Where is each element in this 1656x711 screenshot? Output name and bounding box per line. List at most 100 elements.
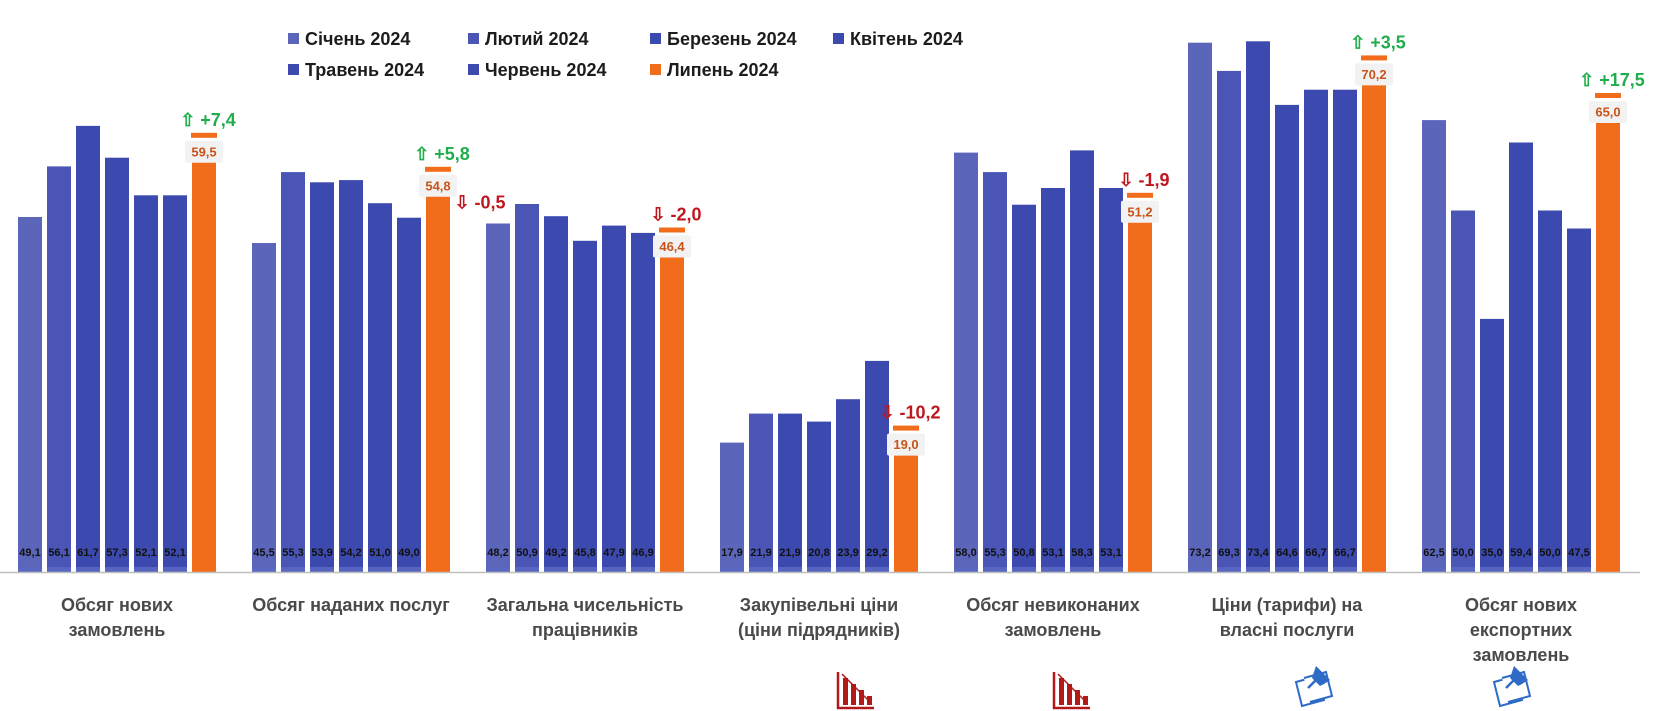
latest-value-badge — [1589, 101, 1627, 123]
bar-5-1 — [954, 152, 978, 572]
legend-swatch-5 — [288, 64, 299, 75]
latest-value-label-7: 65,0 — [1595, 105, 1620, 120]
value-label-5-5: 58,3 — [1071, 547, 1092, 559]
bar-5-2 — [983, 172, 1007, 572]
bar-base-strip — [631, 567, 655, 572]
bar-5-5 — [1070, 150, 1094, 572]
value-label-2-3: 53,9 — [311, 547, 332, 559]
bar-base-strip — [18, 567, 42, 572]
value-label-5-4: 53,1 — [1042, 547, 1063, 559]
category-label-6: Ціни (тарифи) на власні послуги — [1212, 595, 1364, 640]
bar-1-3 — [76, 125, 100, 573]
value-label-7-1: 62,5 — [1423, 547, 1444, 559]
legend-swatch-4 — [833, 33, 844, 44]
change-annotation-2: ⇧ +5,8 — [414, 144, 470, 164]
value-label-6-5: 66,7 — [1305, 547, 1326, 559]
bar-2-7 — [426, 175, 450, 573]
change-annotation-1: ⇧ +7,4 — [180, 110, 236, 130]
bar-6-2 — [1217, 70, 1241, 573]
bar-base-strip — [1362, 567, 1386, 572]
bar-2-3 — [310, 182, 334, 573]
legend-label-5: Травень 2024 — [305, 60, 424, 80]
latest-value-label-5: 51,2 — [1127, 204, 1152, 219]
value-labels-layer: 49,1 56,1 61,7 57,3 52,1 52,1 45,5 55,3 53,9 54,2… — [19, 547, 1589, 559]
bar-base-strip — [1041, 567, 1065, 572]
bar-4-1 — [720, 442, 744, 572]
value-label-3-2: 50,9 — [516, 547, 537, 559]
bar-5-6 — [1099, 188, 1123, 572]
bar-7-4 — [1509, 142, 1533, 572]
bar-base-strip — [807, 567, 831, 572]
latest-bar-cap — [893, 425, 919, 431]
value-label-4-3: 21,9 — [779, 547, 800, 559]
bar-1-6 — [163, 195, 187, 573]
value-label-4-6: 29,2 — [866, 547, 887, 559]
value-label-1-4: 57,3 — [106, 547, 127, 559]
bar-6-5 — [1304, 89, 1328, 572]
category-label-2: Обсяг наданих послуг — [252, 595, 450, 615]
change-annotation-7: ⇧ +17,5 — [1579, 70, 1645, 90]
bar-base-strip — [105, 567, 129, 572]
bar-1-7 — [192, 141, 216, 573]
bar-3-6 — [631, 232, 655, 572]
bar-4-5 — [836, 399, 860, 572]
declining-chart-icon — [1052, 672, 1090, 710]
bar-base-strip — [134, 567, 158, 572]
legend: Січень 2024 Лютий 2024 Березень 2024 Квітен… — [288, 29, 963, 80]
badges-layer: 59,5 54,8 46,4 19,0 51,2 70,2 65,0 — [185, 55, 1627, 456]
bar-base-strip — [1246, 567, 1270, 572]
legend-swatch-3 — [650, 33, 661, 44]
bar-base-strip — [515, 567, 539, 572]
value-label-7-6: 47,5 — [1568, 547, 1589, 559]
bar-2-4 — [339, 180, 363, 572]
bar-base-strip — [1070, 567, 1094, 572]
legend-label-3: Березень 2024 — [667, 29, 797, 49]
bar-base-strip — [76, 567, 100, 572]
change-annotation-4: ⇩ -10,2 — [879, 403, 940, 423]
value-label-5-2: 55,3 — [984, 547, 1005, 559]
bar-base-strip — [894, 567, 918, 572]
bar-base-strip — [47, 567, 71, 572]
bar-base-strip — [426, 567, 450, 572]
latest-value-label-4: 19,0 — [893, 437, 918, 452]
value-label-1-3: 61,7 — [77, 547, 98, 559]
latest-bar-cap — [425, 166, 451, 172]
bar-5-4 — [1041, 188, 1065, 572]
latest-value-badge — [185, 140, 223, 163]
bar-base-strip — [397, 567, 421, 572]
value-label-4-5: 23,9 — [837, 547, 858, 559]
bar-base-strip — [660, 567, 684, 572]
bar-5-7 — [1128, 201, 1152, 573]
value-label-4-1: 17,9 — [721, 547, 742, 559]
value-label-7-5: 50,0 — [1539, 547, 1560, 559]
bar-base-strip — [1188, 567, 1212, 572]
bar-7-3 — [1480, 318, 1504, 572]
delta-labels-layer: ⇧ +7,4 ⇧ +5,8 ⇩ -2,0 ⇩ -10,2 ⇩ -1,9 ⇧ +3,5 ⇧ +… — [180, 32, 1645, 422]
bar-base-strip — [192, 567, 216, 572]
bar-4-2 — [749, 413, 773, 572]
bar-base-strip — [163, 567, 187, 572]
latest-bar-cap — [191, 132, 217, 138]
value-label-3-3: 49,2 — [545, 547, 566, 559]
value-label-5-6: 53,1 — [1100, 547, 1121, 559]
bar-6-6 — [1333, 89, 1357, 572]
bar-base-strip — [1538, 567, 1562, 572]
value-label-3-4: 45,8 — [574, 547, 595, 559]
value-label-2-1: 45,5 — [253, 547, 274, 559]
bar-6-3 — [1246, 41, 1270, 573]
bar-4-7 — [894, 434, 918, 572]
value-label-3-6: 46,9 — [632, 547, 653, 559]
bar-base-strip — [573, 567, 597, 572]
value-label-2-2: 55,3 — [282, 547, 303, 559]
bar-2-1 — [252, 243, 276, 572]
value-label-7-3: 35,0 — [1481, 547, 1502, 559]
bar-3-4 — [573, 240, 597, 573]
value-label-1-5: 52,1 — [135, 547, 156, 559]
value-label-7-2: 50,0 — [1452, 547, 1473, 559]
category-label-3: Загальна чисельність працівників — [487, 595, 684, 640]
value-label-2-5: 51,0 — [369, 547, 390, 559]
value-label-4-4: 20,8 — [808, 547, 829, 559]
latest-value-label-6: 70,2 — [1361, 67, 1386, 82]
value-label-3-1: 48,2 — [487, 547, 508, 559]
